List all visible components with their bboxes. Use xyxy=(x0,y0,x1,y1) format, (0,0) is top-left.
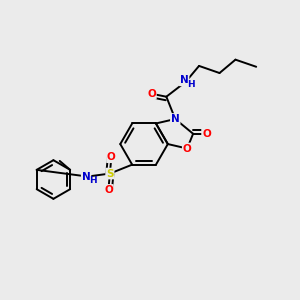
Text: H: H xyxy=(187,80,195,89)
Text: H: H xyxy=(89,176,97,185)
Text: O: O xyxy=(104,185,113,195)
Text: N: N xyxy=(171,114,180,124)
Text: O: O xyxy=(202,129,211,139)
Text: O: O xyxy=(147,89,156,99)
Text: O: O xyxy=(183,143,191,154)
Text: N: N xyxy=(82,172,91,182)
Text: O: O xyxy=(107,152,116,162)
Text: S: S xyxy=(106,169,114,178)
Text: N: N xyxy=(180,75,189,85)
